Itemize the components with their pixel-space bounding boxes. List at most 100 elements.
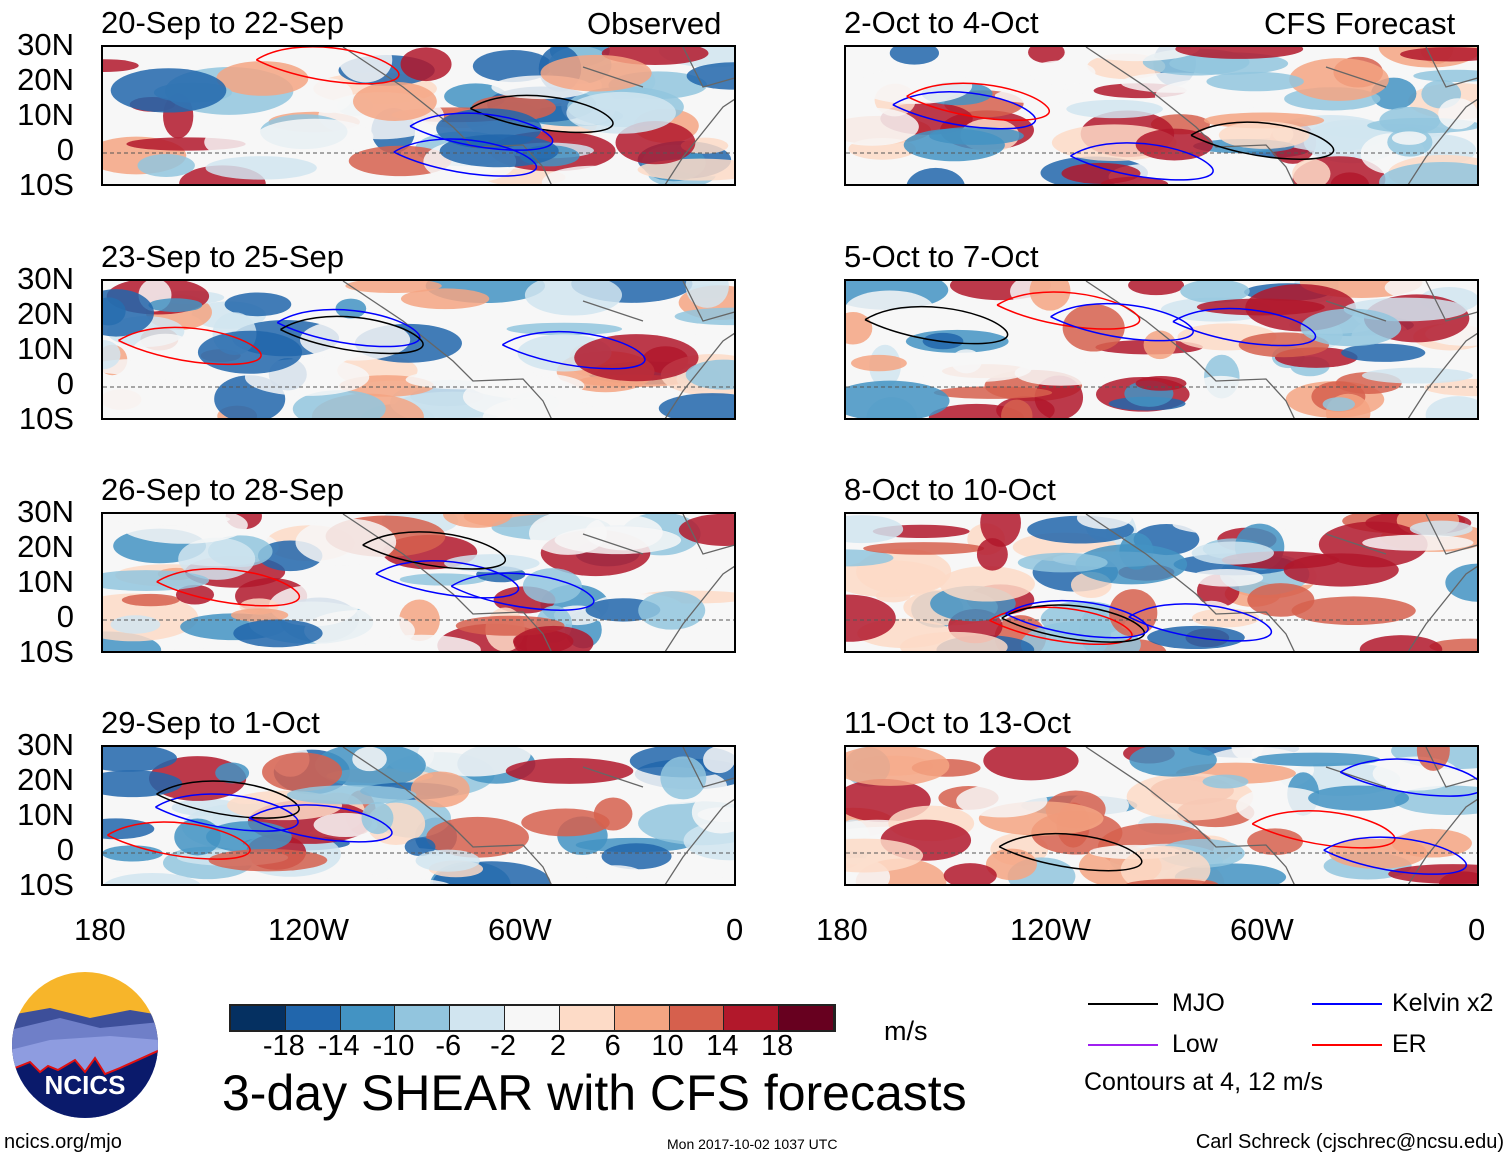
shear-blob: [1425, 396, 1477, 418]
shear-blob: [104, 873, 201, 884]
colorbar-tick-label: -6: [435, 1030, 462, 1062]
colorbar-tick-label: 6: [604, 1030, 621, 1062]
shear-blob: [846, 154, 878, 184]
shear-blob: [1231, 747, 1264, 761]
legend-line-kelvin: [1312, 1003, 1382, 1005]
coastline: [342, 514, 734, 651]
shear-blob: [103, 570, 210, 591]
shear-blob: [1247, 828, 1303, 855]
coastline: [1085, 514, 1477, 651]
legend-label-low: Low: [1172, 1030, 1218, 1058]
contour-kelvin: [1339, 758, 1477, 797]
shear-blob: [638, 591, 706, 630]
shear-blob: [889, 47, 939, 65]
shear-blob: [1079, 607, 1112, 651]
shear-blob: [900, 631, 1008, 651]
shear-blob: [399, 573, 487, 586]
shear-blob: [660, 756, 707, 800]
shear-blob: [956, 784, 1048, 818]
contour-kelvin: [276, 308, 421, 348]
shear-blob: [846, 549, 894, 567]
shear-blob: [980, 514, 1021, 547]
contour-mjo: [469, 94, 614, 134]
panel-title: 5-Oct to 7-Oct: [844, 239, 1039, 274]
shear-blob: [1341, 343, 1426, 362]
coastline: [1085, 47, 1477, 184]
shear-blob: [1001, 399, 1033, 418]
shear-blob: [846, 747, 950, 786]
shear-blob: [584, 514, 663, 551]
shear-blob: [513, 625, 594, 651]
shear-map-panel: [844, 512, 1479, 653]
shear-blob: [1292, 158, 1331, 184]
y-tick: 0: [56, 366, 74, 401]
coastline: [1085, 281, 1477, 418]
panel-title: 20-Sep to 22-Sep: [101, 5, 345, 40]
colorbar: [229, 1004, 836, 1032]
x-tick: 0: [726, 912, 744, 947]
colorbar-tick-label: 18: [761, 1030, 794, 1062]
shear-blob: [846, 838, 924, 873]
shear-blob: [352, 747, 387, 772]
shear-blob: [1400, 47, 1477, 62]
contour-mjo: [156, 780, 300, 819]
shear-blob: [585, 865, 644, 884]
y-tick: 10S: [18, 634, 74, 669]
svg-text:NCICS: NCICS: [45, 1070, 126, 1100]
contour-kelvin: [1005, 599, 1149, 639]
shear-blob: [302, 78, 353, 114]
shear-blob: [338, 47, 393, 83]
shear-blob: [933, 386, 1053, 399]
shear-blob: [1251, 752, 1380, 767]
shear-blob: [1330, 172, 1370, 184]
shear-blob: [1175, 47, 1304, 59]
contour-mjo: [280, 315, 424, 355]
y-tick: 10S: [18, 401, 74, 436]
shear-blob: [928, 403, 1024, 418]
colorbar-swatch: [340, 1006, 396, 1030]
shear-blob: [1247, 583, 1315, 617]
shear-blob: [1017, 552, 1108, 573]
panel-title: 23-Sep to 25-Sep: [101, 239, 345, 274]
shear-blob: [353, 81, 437, 121]
y-tick: 10N: [17, 331, 74, 366]
contour-er: [1251, 810, 1396, 849]
timestamp: Mon 2017-10-02 1037 UTC: [667, 1136, 838, 1152]
shear-blob: [601, 843, 672, 870]
shear-blob: [1413, 69, 1477, 82]
site-url[interactable]: ncics.org/mjo: [4, 1131, 122, 1153]
shear-blob: [1289, 58, 1389, 101]
shear-blob: [1180, 281, 1250, 304]
shear-blob: [286, 785, 417, 805]
shear-blob: [1203, 112, 1325, 129]
coastline: [342, 281, 734, 418]
shear-blob: [162, 47, 241, 68]
colorbar-tick-label: -2: [490, 1030, 516, 1062]
shear-blob: [1361, 367, 1473, 384]
contour-mjo: [1001, 604, 1146, 643]
contour-kelvin: [375, 560, 520, 599]
shear-blob: [405, 369, 519, 390]
shear-blob: [137, 154, 195, 177]
shear-blob: [1236, 787, 1330, 826]
shear-blob: [1029, 281, 1071, 311]
shear-blob: [1379, 162, 1477, 184]
y-tick: 10S: [18, 167, 74, 202]
coastline: [342, 47, 734, 184]
x-tick: 180: [74, 912, 126, 947]
shear-map-panel: [101, 45, 736, 186]
shear-blob: [846, 515, 904, 544]
x-tick: 120W: [1010, 912, 1091, 947]
colorbar-swatch: [614, 1006, 670, 1030]
x-tick: 180: [816, 912, 868, 947]
shear-blob: [1202, 774, 1249, 789]
shear-blob: [216, 61, 309, 96]
shear-blob: [846, 107, 919, 146]
shear-blob: [703, 747, 734, 774]
shear-blob: [674, 307, 734, 326]
y-tick: 30N: [17, 27, 74, 62]
contour-er: [989, 606, 1133, 646]
contour-mjo: [998, 832, 1143, 872]
shear-blob: [1066, 99, 1163, 119]
shear-blob: [1196, 298, 1325, 316]
